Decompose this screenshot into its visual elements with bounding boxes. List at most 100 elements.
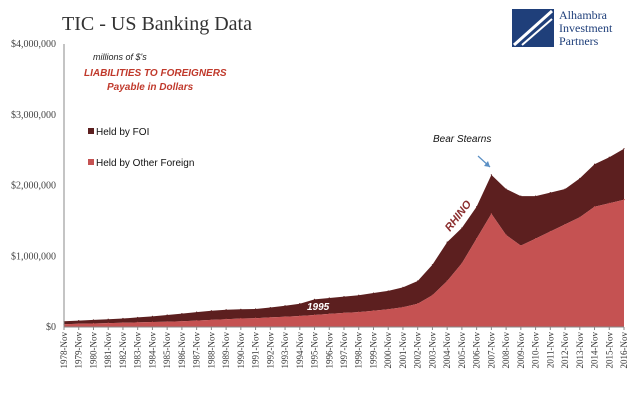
data-point-foi: [78, 320, 80, 322]
x-tick-label: 2012-Nov: [560, 332, 570, 369]
data-point-other-foreign: [92, 322, 95, 325]
logo-line3: Partners: [559, 34, 599, 48]
data-point-foi: [254, 308, 257, 310]
x-tick-label: 1980-Nov: [89, 332, 99, 369]
data-point-foi: [564, 188, 566, 190]
data-point-foi: [387, 290, 389, 292]
x-tick-label: 1994-Nov: [295, 332, 305, 369]
x-tick-label: 1998-Nov: [354, 332, 364, 369]
legend-label-other: Held by Other Foreign: [96, 158, 194, 169]
data-point-other-foreign: [549, 230, 551, 233]
x-tick-label: 2016-Nov: [619, 332, 629, 369]
data-point-foi: [593, 163, 596, 165]
x-tick-label: 1983-Nov: [133, 332, 143, 369]
subtitle-line1: LIABILITIES TO FOREIGNERS: [84, 68, 227, 79]
legend-swatch-foi: [88, 128, 94, 134]
data-point-other-foreign: [520, 245, 522, 247]
data-point-other-foreign: [240, 317, 242, 320]
data-point-foi: [107, 318, 109, 320]
data-point-foi: [284, 305, 286, 307]
data-point-foi: [579, 177, 581, 180]
data-point-foi: [210, 310, 212, 312]
x-axis-ticks: 1978-Nov 1979-Nov 1980-Nov 1981-Nov 1982-Nov…: [59, 327, 629, 369]
data-point-other-foreign: [446, 280, 448, 282]
x-tick-label: 1996-Nov: [324, 332, 334, 369]
data-point-other-foreign: [461, 262, 463, 264]
data-point-foi: [343, 295, 345, 298]
annotation-1995: 1995: [307, 302, 330, 313]
data-point-other-foreign: [181, 320, 183, 322]
x-tick-label: 1987-Nov: [192, 332, 202, 369]
data-point-foi: [476, 206, 478, 208]
subtitle-line2: Payable in Dollars: [107, 82, 194, 93]
legend-swatch-other: [88, 159, 94, 165]
data-point-foi: [92, 319, 95, 321]
x-tick-label: 1992-Nov: [265, 332, 275, 369]
x-tick-label: 1989-Nov: [221, 332, 231, 369]
data-point-foi: [151, 315, 154, 317]
data-point-other-foreign: [299, 315, 301, 317]
x-tick-label: 2002-Nov: [413, 332, 423, 369]
legend: Held by FOI Held by Other Foreign: [88, 127, 194, 169]
x-tick-label: 2006-Nov: [472, 332, 482, 369]
x-tick-label: 2000-Nov: [383, 332, 393, 369]
data-point-foi: [137, 316, 139, 319]
data-point-other-foreign: [284, 316, 286, 318]
data-point-foi: [490, 174, 492, 176]
series-area-held-by-foi: [64, 148, 624, 325]
data-point-foi: [328, 297, 330, 299]
data-point-other-foreign: [107, 322, 109, 324]
data-point-other-foreign: [431, 294, 434, 296]
data-point-foi: [608, 156, 610, 158]
x-tick-label: 2007-Nov: [486, 332, 496, 369]
data-point-foi: [623, 148, 625, 150]
logo-slash-2: [521, 18, 553, 46]
data-point-other-foreign: [593, 206, 596, 208]
data-point-foi: [313, 298, 316, 301]
data-point-foi: [299, 303, 301, 305]
x-tick-label: 2013-Nov: [575, 332, 585, 369]
data-point-foi: [534, 195, 537, 197]
y-tick-label: $4,000,000: [11, 39, 56, 50]
data-point-other-foreign: [269, 316, 271, 319]
x-tick-label: 1993-Nov: [280, 332, 290, 369]
logo-line1: Alhambra: [559, 8, 608, 22]
plot-area: [63, 148, 625, 327]
x-tick-label: 2009-Nov: [516, 332, 526, 369]
data-point-other-foreign: [534, 237, 537, 240]
x-tick-label: 1986-Nov: [177, 332, 187, 369]
data-point-foi: [431, 264, 434, 266]
data-point-other-foreign: [210, 319, 212, 321]
data-point-other-foreign: [78, 323, 80, 325]
x-tick-label: 2014-Nov: [590, 332, 600, 369]
data-point-other-foreign: [328, 313, 330, 315]
data-point-foi: [122, 317, 124, 320]
data-point-foi: [166, 314, 168, 316]
data-point-other-foreign: [313, 314, 316, 316]
x-tick-label: 2011-Nov: [545, 332, 555, 369]
data-point-foi: [358, 294, 360, 296]
data-point-other-foreign: [623, 199, 625, 201]
data-point-other-foreign: [402, 306, 404, 308]
data-point-other-foreign: [608, 202, 610, 204]
x-tick-label: 1985-Nov: [162, 332, 172, 369]
y-tick-label: $2,000,000: [11, 181, 56, 192]
x-tick-label: 2004-Nov: [442, 332, 452, 369]
x-tick-label: 1981-Nov: [103, 332, 113, 369]
data-point-other-foreign: [122, 322, 124, 324]
data-point-other-foreign: [417, 303, 419, 305]
x-tick-label: 1978-Nov: [59, 332, 69, 369]
data-point-other-foreign: [579, 216, 581, 218]
units-note: millions of $'s: [93, 52, 147, 62]
x-tick-label: 2005-Nov: [457, 332, 467, 369]
data-point-foi: [417, 280, 419, 282]
x-tick-label: 1999-Nov: [369, 332, 379, 369]
data-point-foi: [225, 309, 227, 311]
data-point-other-foreign: [137, 321, 139, 324]
logo-line2: Investment: [559, 21, 613, 35]
x-tick-label: 1997-Nov: [339, 332, 349, 369]
data-point-foi: [269, 306, 271, 309]
x-tick-label: 2001-Nov: [398, 332, 408, 369]
x-tick-label: 1991-Nov: [251, 332, 261, 369]
